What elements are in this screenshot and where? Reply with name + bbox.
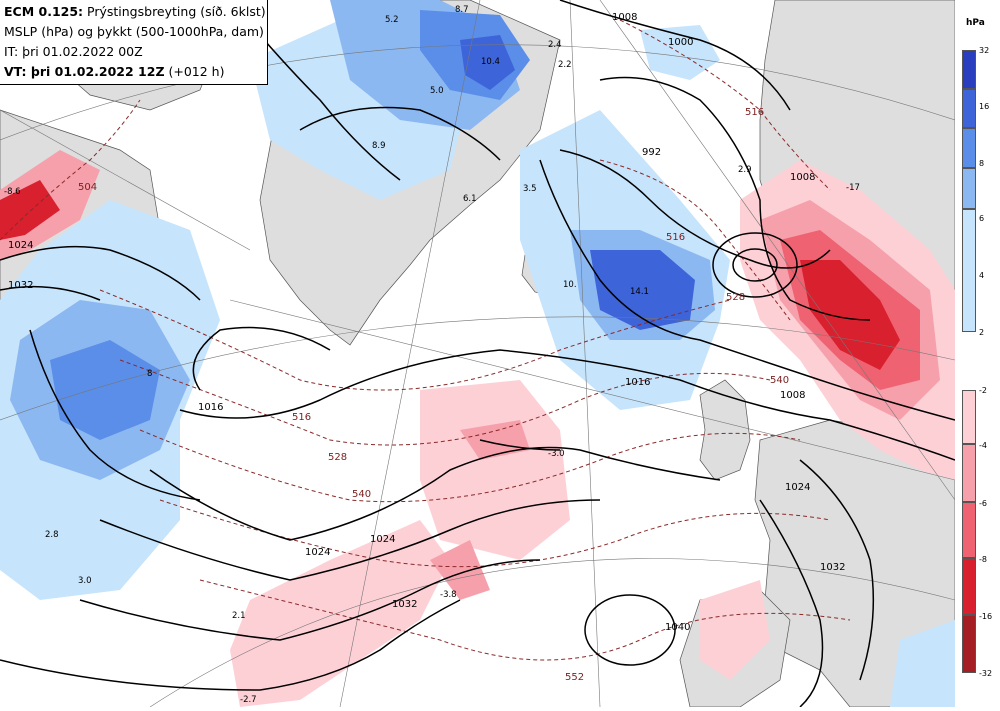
change-label-5-0: 5.0 bbox=[430, 86, 444, 96]
change-label-2-8: 2.8 bbox=[45, 530, 59, 540]
field-name: Prýstingsbreyting (síð. 6klst) bbox=[83, 4, 266, 19]
change-label-8-9: 8.9 bbox=[372, 141, 386, 151]
isobar-label-1000-north: 1000 bbox=[668, 37, 693, 48]
british-isles bbox=[699, 379, 751, 481]
colorbar-swatch-6-8 bbox=[962, 128, 976, 168]
colorbar-tick: -6 bbox=[979, 499, 987, 508]
thickness-label-516-mid: 516 bbox=[666, 232, 685, 243]
change-label-neg-2-7: -2.7 bbox=[240, 695, 257, 705]
change-label-neg-8-6: -8.6 bbox=[4, 187, 21, 197]
colorbar-tick: 2 bbox=[979, 328, 985, 337]
thickness-labels-group: 516 528 540 552 516 516 528 540 504 bbox=[78, 107, 789, 683]
colorbar-swatch-4-6 bbox=[962, 168, 976, 209]
isobar-label-1016-mid: 1016 bbox=[625, 377, 650, 388]
colorbar-swatch-neg16-neg32 bbox=[962, 615, 976, 673]
change-label-2-1: 2.1 bbox=[232, 611, 246, 621]
change-label-8: 8 bbox=[147, 369, 152, 379]
change-label-5-2: 5.2 bbox=[385, 15, 399, 25]
valid-time-line: VT: þri 01.02.2022 12Z (+012 h) bbox=[4, 64, 224, 79]
forecast-hour: (+012 h) bbox=[164, 64, 225, 79]
change-label-3-5: 3.5 bbox=[523, 184, 537, 194]
isobars bbox=[0, 0, 956, 708]
isobar-label-1032-south: 1032 bbox=[392, 599, 417, 610]
thickness-label-528: 528 bbox=[328, 452, 347, 463]
change-label-3-0: 3.0 bbox=[78, 576, 92, 586]
colorbar-tick: -8 bbox=[979, 555, 987, 564]
colorbar-swatch-neg4-neg6 bbox=[962, 444, 976, 502]
change-label-2-4: 2.4 bbox=[548, 40, 562, 50]
colorbar-tick: 6 bbox=[979, 214, 985, 223]
change-label-neg-3-0: -3.0 bbox=[548, 449, 565, 459]
title-line-2: MSLP (hPa) og þykkt (500-1000hPa, dam) bbox=[4, 24, 264, 39]
isobar-label-1024-se: 1024 bbox=[785, 482, 810, 493]
change-label-10: 10. bbox=[563, 280, 577, 290]
thickness-label-540-east: 540 bbox=[770, 375, 789, 386]
init-time: IT: þri 01.02.2022 00Z bbox=[4, 44, 143, 59]
valid-time: VT: þri 01.02.2022 12Z bbox=[4, 64, 165, 79]
colorbar-tick: 4 bbox=[979, 271, 985, 280]
colorbar-tick: 32 bbox=[979, 46, 990, 55]
change-label-6-1: 6.1 bbox=[463, 194, 477, 204]
isobar-label-1040: 1040 bbox=[665, 622, 690, 633]
isobar-label-1024-a: 1024 bbox=[305, 547, 330, 558]
graticule bbox=[0, 0, 956, 708]
change-label-8-7: 8.7 bbox=[455, 5, 469, 15]
isobar-label-1008-east: 1008 bbox=[780, 390, 805, 401]
thickness-label-516-north: 516 bbox=[745, 107, 764, 118]
change-label-10-4: 10.4 bbox=[481, 57, 500, 67]
isobar-label-1024-nw: 1024 bbox=[8, 240, 33, 251]
thickness-label-504: 504 bbox=[78, 182, 97, 193]
change-label-neg-3-8: -3.8 bbox=[440, 590, 457, 600]
isobar-label-992: 992 bbox=[642, 147, 661, 158]
weather-map: 1000 1008 992 1016 1008 1016 1024 1024 1… bbox=[0, 0, 956, 708]
title-line-1: ECM 0.125: Prýstingsbreyting (síð. 6klst… bbox=[4, 4, 266, 19]
colorbar-tick: 16 bbox=[979, 102, 990, 111]
colorbar-unit: hPa bbox=[966, 18, 985, 28]
change-label-neg-17: -17 bbox=[846, 183, 860, 193]
isobar-label-1024-b: 1024 bbox=[370, 534, 395, 545]
isobar-label-1008-north: 1008 bbox=[612, 12, 637, 23]
colorbar-swatch-neg6-neg8 bbox=[962, 502, 976, 558]
colorbar-swatch-16-32 bbox=[962, 50, 976, 89]
isobar-label-1032-se: 1032 bbox=[820, 562, 845, 573]
colorbar-swatch-2-4 bbox=[962, 209, 976, 332]
change-label-14-1: 14.1 bbox=[630, 287, 649, 297]
colorbar-swatch-neg8-neg16 bbox=[962, 558, 976, 615]
colorbar-tick: 8 bbox=[979, 159, 985, 168]
map-title-box: ECM 0.125: Prýstingsbreyting (síð. 6klst… bbox=[0, 0, 268, 85]
isobar-label-1016-west: 1016 bbox=[198, 402, 223, 413]
colorbar-tick: -2 bbox=[979, 386, 987, 395]
thickness-label-528-east: 528 bbox=[726, 292, 745, 303]
colorbar-swatch-8-16 bbox=[962, 89, 976, 128]
thickness-contours bbox=[0, 19, 851, 661]
isobar-labels-group: 1000 1008 992 1016 1008 1016 1024 1024 1… bbox=[8, 12, 845, 633]
change-label-2-9: 2.9 bbox=[738, 165, 752, 175]
thickness-label-540: 540 bbox=[352, 489, 371, 500]
colorbar-tick: -16 bbox=[979, 612, 993, 621]
change-labels-group: 8.7 5.2 10.4 5.0 2.4 2.2 8.9 3.5 6.1 14.… bbox=[4, 5, 860, 705]
change-label-2-2: 2.2 bbox=[558, 60, 572, 70]
colorbar-tick: -32 bbox=[979, 669, 993, 678]
colorbar-swatch-neg2-neg4 bbox=[962, 390, 976, 444]
isobar-label-1008-scand: 1008 bbox=[790, 172, 815, 183]
thickness-label-552: 552 bbox=[565, 672, 584, 683]
isobar-label-1032-nw: 1032 bbox=[8, 280, 33, 291]
colorbar-tick: -4 bbox=[979, 441, 987, 450]
model-name: ECM 0.125: bbox=[4, 4, 84, 19]
thickness-label-516-west: 516 bbox=[292, 412, 311, 423]
map-canvas: 1000 1008 992 1016 1008 1016 1024 1024 1… bbox=[0, 0, 956, 708]
pressure-fall-areas bbox=[0, 150, 955, 707]
